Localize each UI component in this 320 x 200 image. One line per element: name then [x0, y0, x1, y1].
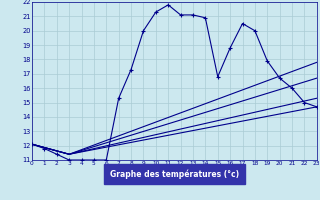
X-axis label: Graphe des températures (°c): Graphe des températures (°c)	[110, 169, 239, 179]
